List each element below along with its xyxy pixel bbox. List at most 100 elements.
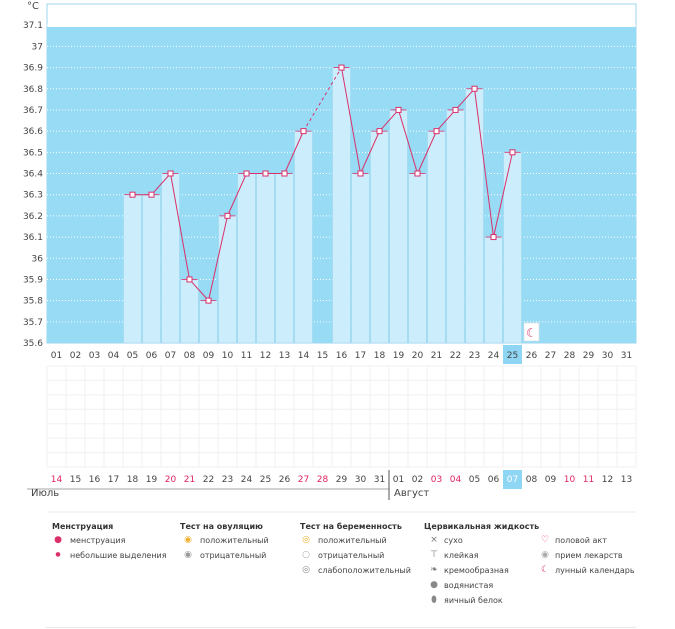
cervical-egg-white-icon: ⬮	[431, 595, 437, 605]
legend-lunar-calendar: лунный календарь	[555, 566, 635, 575]
cycle-day-label: 13	[279, 351, 290, 361]
calendar-date-label: 02	[412, 475, 423, 485]
cycle-day-label: 31	[621, 351, 632, 361]
calendar-date-label: 03	[431, 475, 442, 485]
y-tick-label: 36.4	[23, 170, 43, 180]
temperature-line-segment	[398, 109, 418, 174]
legend-medication: прием лекарств	[555, 551, 623, 560]
bbt-chart: °C 35.6 35.7 35.8 35.9 36 36.1 36.2 36.3 36.4 36.…	[23, 1, 637, 513]
temperature-point	[243, 170, 250, 177]
temperature-point	[395, 106, 402, 113]
cycle-day-label: 04	[108, 351, 120, 361]
calendar-date-label: 27	[298, 475, 309, 485]
legend-menstruation: менструация	[70, 536, 126, 545]
y-tick-label: 37	[32, 42, 43, 52]
cycle-day-label: 07	[165, 351, 176, 361]
temperature-point	[414, 170, 421, 177]
lunar-marker-box	[523, 322, 540, 342]
calendar-date-label: 17	[108, 475, 119, 485]
intercourse-heart-icon: ♡	[540, 535, 550, 545]
legend-pregnancy-negative: отрицательный	[318, 551, 385, 560]
month-label-august: Август	[394, 488, 430, 499]
calendar-date-label: 20	[165, 475, 177, 485]
temperature-bar	[465, 88, 484, 344]
temperature-line-segment	[284, 130, 304, 174]
temperature-bar	[218, 215, 237, 344]
temperature-bar	[180, 279, 199, 344]
temperature-line-segment	[436, 109, 456, 132]
temperature-point	[338, 64, 345, 71]
cervical-watery-icon: ●	[430, 580, 438, 590]
cycle-day-label: 22	[450, 351, 461, 361]
y-tick-label: 37.1	[23, 21, 43, 31]
temperature-bar	[275, 173, 294, 344]
temperature-point	[262, 170, 269, 177]
cycle-day-label: 20	[412, 351, 424, 361]
y-tick-label: 36.9	[23, 64, 43, 74]
temperature-bar	[389, 109, 408, 344]
temperature-bar	[446, 109, 465, 344]
temperature-line-segment	[208, 215, 228, 301]
cycle-day-label: 24	[488, 351, 500, 361]
temperature-point	[357, 170, 364, 177]
unit-label: °C	[27, 1, 39, 12]
temperature-point	[490, 234, 497, 241]
pregnancy-positive-icon: ◎	[302, 535, 310, 545]
temperature-bar	[123, 194, 142, 344]
temperature-bar	[408, 173, 427, 344]
temperature-bar	[370, 130, 389, 344]
y-tick-label: 35.9	[23, 275, 43, 285]
temperature-bar	[294, 130, 313, 344]
cycle-day-label: 11	[241, 351, 252, 361]
cycle-day-label: 03	[89, 351, 100, 361]
legend-cervical-watery: водянистая	[444, 581, 494, 590]
cycle-day-label: 02	[70, 351, 81, 361]
calendar-date-label: 13	[621, 475, 632, 485]
temperature-bar	[199, 300, 218, 344]
y-tick-label: 36.2	[23, 212, 43, 222]
legend-ovulation-title: Тест на овуляцию	[180, 522, 263, 531]
calendar-date-label: 26	[279, 475, 291, 485]
temperature-point	[129, 191, 136, 198]
cycle-day-label: 23	[469, 351, 480, 361]
legend-pregnancy-title: Тест на беременность	[300, 522, 402, 531]
calendar-date-label: 11	[583, 475, 594, 485]
cycle-day-label: 26	[526, 351, 538, 361]
calendar-date-label: 15	[70, 475, 81, 485]
calendar-date-label: 07	[507, 475, 518, 485]
temperature-bar	[161, 173, 180, 344]
ovulation-negative-icon: ◉	[184, 550, 192, 560]
cycle-day-label: 14	[298, 351, 310, 361]
legend-menstruation-title: Менструация	[52, 522, 114, 531]
calendar-date-label: 30	[355, 475, 367, 485]
legend: Менструация ● менструация ● небольшие вы…	[46, 514, 636, 629]
calendar-date-label: 05	[469, 475, 480, 485]
calendar-date-label: 24	[241, 475, 253, 485]
temperature-point	[452, 106, 459, 113]
moon-icon: ☾	[526, 326, 537, 340]
cycle-day-label: 25	[507, 351, 518, 361]
moon-icon: ☾	[540, 565, 550, 575]
temperature-point	[281, 170, 288, 177]
cycle-day-label: 15	[317, 351, 328, 361]
legend-cervical-title: Цервикальная жидкость	[424, 522, 540, 531]
legend-spotting: небольшие выделения	[70, 551, 167, 560]
cycle-day-label: 21	[431, 351, 442, 361]
cycle-day-label: 08	[184, 351, 196, 361]
calendar-date-label: 12	[602, 475, 613, 485]
y-tick-label: 36.5	[23, 148, 43, 158]
legend-cervical-egg-white: яичный белок	[444, 596, 503, 605]
calendar-date-label: 09	[545, 475, 557, 485]
calendar-date-label: 06	[488, 475, 500, 485]
calendar-date-label: 14	[51, 475, 63, 485]
temperature-line-segment	[341, 67, 361, 174]
y-tick-label: 36.1	[23, 233, 43, 243]
temperature-point	[205, 297, 212, 304]
temperature-point	[148, 191, 155, 198]
temperature-bar	[484, 236, 503, 344]
today-highlight	[503, 470, 522, 489]
calendar-date-label: 10	[564, 475, 576, 485]
temperature-line-segment	[493, 152, 513, 238]
cycle-day-label: 10	[222, 351, 234, 361]
legend-bottom-separator	[46, 627, 636, 628]
